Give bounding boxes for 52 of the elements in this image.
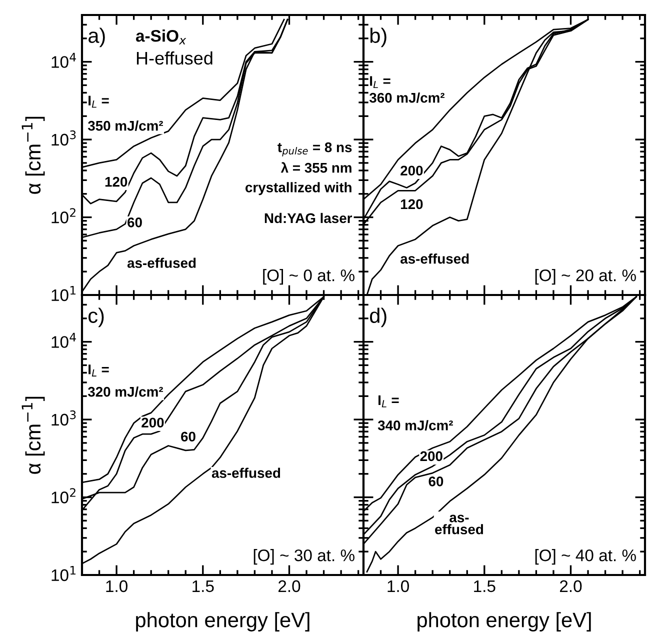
- annotation: λ = 355 nm: [280, 162, 352, 173]
- y-tick-label: 10$^{4}$: [52, 52, 76, 68]
- annotation: d): [370, 308, 386, 328]
- annotation: a-SiO$_{x}$: [136, 30, 186, 44]
- annotation: H-effused: [136, 51, 212, 65]
- x-tick-label: 2.0: [560, 580, 582, 592]
- series-label: as-effused: [400, 254, 469, 264]
- series-label: 60: [428, 476, 444, 486]
- series-label: 120: [105, 176, 128, 187]
- annotation: I$_{L}$ =: [370, 76, 390, 88]
- y-tick-label: 10$^{2}$: [52, 488, 76, 504]
- y-axis-title: α [cm$^{−1}$]: [22, 116, 45, 194]
- x-tick-label: 1.0: [106, 580, 128, 592]
- y-tick-label: 10$^{1}$: [52, 286, 76, 302]
- annotation: I$_{L}$ =: [88, 364, 109, 376]
- series-label: 60: [181, 432, 196, 442]
- annotation: [O] ~ 0 at. %: [263, 269, 354, 285]
- y-tick-label: 10$^{3}$: [52, 410, 76, 426]
- series-label: 360 mJ/cm²: [369, 92, 444, 103]
- annotation: c): [88, 308, 104, 328]
- annotation: [O] ~ 40 at. %: [535, 549, 636, 565]
- series-label: as-effused: [212, 468, 280, 478]
- series-label: 320 mJ/cm²: [88, 386, 163, 397]
- x-tick-label: 1.5: [474, 580, 496, 592]
- series-label: 200: [400, 166, 423, 176]
- series-label: 60: [128, 217, 142, 228]
- series-label: 200: [420, 451, 442, 462]
- x-axis-title: photon energy [eV]: [136, 612, 310, 632]
- y-tick-label: 10$^{4}$: [52, 332, 76, 348]
- x-tick-label: 2.0: [278, 580, 300, 592]
- annotation: t$_{pulse}$ = 8 ns: [278, 142, 352, 156]
- annotation: crystallized with: [246, 182, 352, 196]
- annotation: I$_{L}$ =: [88, 96, 109, 108]
- x-axis-title: photon energy [eV]: [418, 612, 591, 632]
- y-tick-label: 10$^{1}$: [52, 566, 76, 582]
- y-tick-label: 10$^{2}$: [52, 208, 76, 224]
- annotation: Nd:YAG laser: [264, 212, 352, 224]
- annotation: [O] ~ 20 at. %: [535, 269, 636, 285]
- y-axis-title: α [cm$^{−1}$]: [22, 396, 45, 474]
- y-tick-label: 10$^{3}$: [52, 130, 76, 146]
- annotation: a): [88, 28, 105, 48]
- x-tick-label: 1.0: [388, 580, 409, 592]
- series-label: 340 mJ/cm²: [378, 420, 453, 430]
- series-label: 350 mJ/cm²: [88, 120, 163, 131]
- series-label: 120: [400, 199, 423, 210]
- annotation: I$_{L}$ =: [378, 395, 399, 408]
- series-label: as- effused: [435, 514, 483, 534]
- x-tick-label: 1.5: [192, 580, 214, 592]
- series-label: as-effused: [127, 258, 196, 268]
- series-label: 200: [142, 418, 164, 428]
- annotation: b): [370, 28, 386, 48]
- annotation: [O] ~ 30 at. %: [254, 549, 354, 565]
